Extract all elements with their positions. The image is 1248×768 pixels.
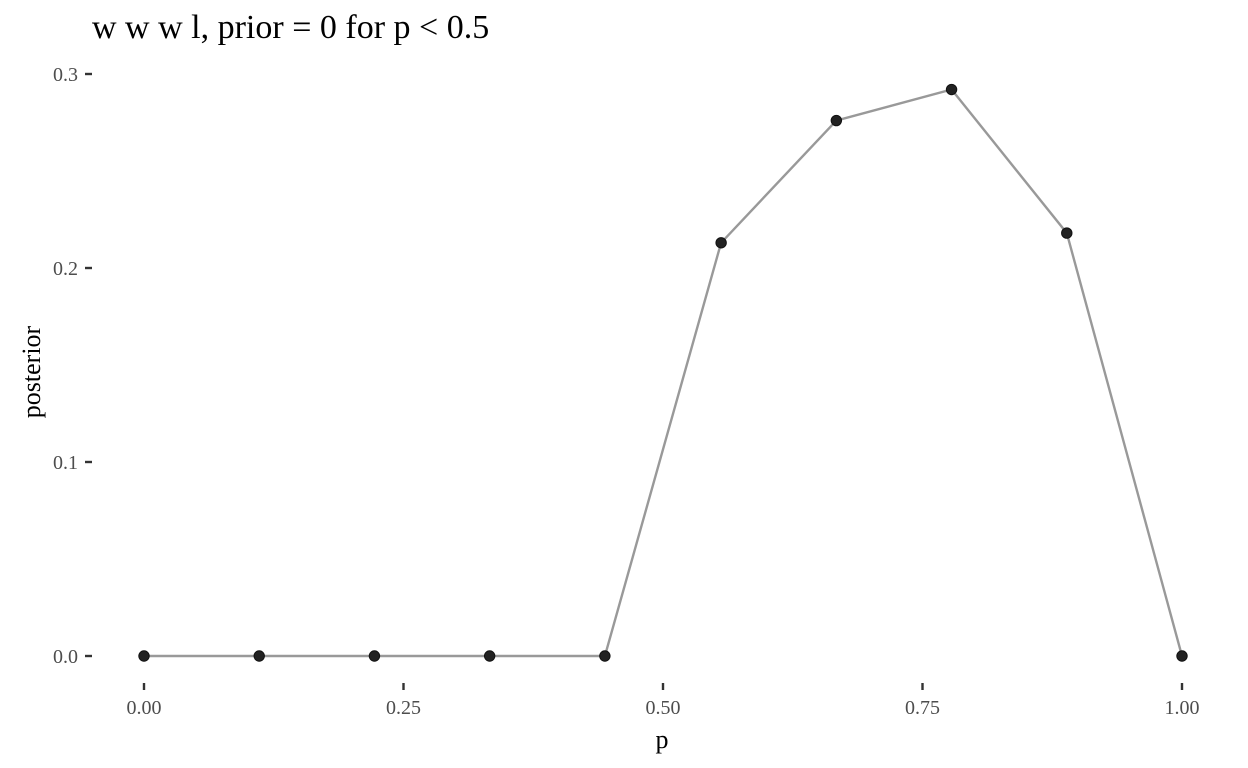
x-tick-label: 1.00: [1165, 697, 1200, 719]
data-point: [1061, 227, 1073, 239]
y-axis-title: posterior: [17, 325, 46, 418]
y-axis: 0.0 0.1 0.2 0.3: [53, 64, 92, 668]
x-axis: 0.00 0.25 0.50 0.75 1.00: [127, 683, 1200, 719]
x-tick-label: 0.25: [386, 697, 421, 719]
y-tick-label: 0.1: [53, 452, 78, 474]
data-point: [945, 83, 958, 96]
x-tick-label: 0.00: [127, 697, 162, 719]
y-tick-label: 0.0: [53, 646, 78, 668]
data-point: [1176, 650, 1188, 662]
data-point: [138, 650, 150, 662]
data-point: [253, 650, 265, 662]
chart-title: w w w l, prior = 0 for p < 0.5: [92, 9, 489, 46]
x-tick-label: 0.50: [646, 697, 681, 719]
data-point: [830, 114, 843, 127]
data-point: [599, 650, 611, 662]
y-tick-label: 0.3: [53, 64, 78, 86]
data-point: [368, 650, 381, 662]
x-axis-title: p: [656, 725, 669, 754]
y-tick-label: 0.2: [53, 258, 78, 280]
x-tick-label: 0.75: [905, 697, 940, 719]
data-point: [483, 650, 496, 662]
plot-area: [138, 83, 1188, 662]
series-line: [144, 88, 1184, 658]
data-point: [715, 237, 727, 249]
